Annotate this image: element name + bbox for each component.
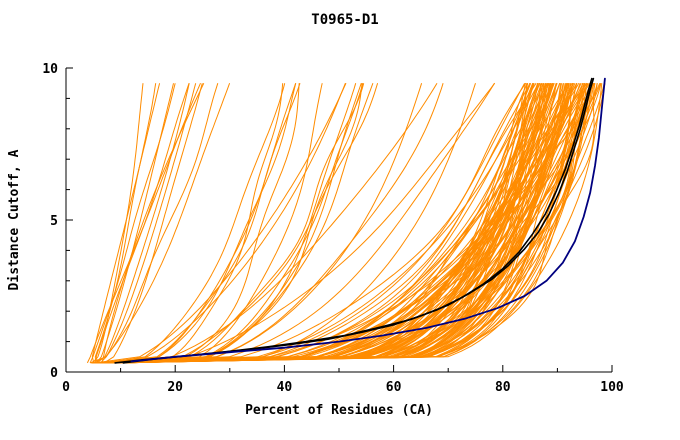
model-curve-good-models xyxy=(110,83,535,364)
model-curve-poor-models xyxy=(93,83,231,364)
model-curve-good-models xyxy=(110,83,534,364)
model-curve-good-models xyxy=(114,83,528,364)
model-curve-mid-models xyxy=(115,83,379,364)
model-curve-good-models xyxy=(100,82,526,364)
model-curve-mid-models xyxy=(110,83,297,364)
model-curve-mid-models xyxy=(97,83,357,364)
model-curve-good-models xyxy=(114,83,561,364)
model-curve-poor-models xyxy=(101,82,205,364)
model-curve-mid-models xyxy=(92,83,300,364)
model-curve-good-models xyxy=(99,83,532,364)
model-curve-poor-models xyxy=(94,83,157,363)
y-tick-label: 10 xyxy=(42,62,58,77)
model-curve-good-models xyxy=(116,83,598,364)
model-curve-mid-models xyxy=(113,83,297,364)
model-curve-good-models xyxy=(92,83,551,364)
model-curve-good-models xyxy=(106,83,605,364)
model-curve-good-models xyxy=(110,83,592,364)
model-curve-mid-models xyxy=(108,83,286,364)
x-axis-label: Percent of Residues (CA) xyxy=(245,403,433,418)
model-curve-good-models xyxy=(104,83,572,364)
model-curve-good-models xyxy=(103,83,594,364)
model-curve-poor-models xyxy=(103,83,203,364)
model-curve-good-models xyxy=(104,82,569,364)
x-tick-label: 100 xyxy=(600,380,624,395)
model-curve-good-models xyxy=(109,83,539,364)
model-curve-good-models xyxy=(107,82,539,364)
model-curve-good-models xyxy=(96,82,531,364)
model-curve-mid-models xyxy=(106,83,284,364)
y-tick-label: 5 xyxy=(50,214,58,229)
model-curve-mid-models xyxy=(99,83,301,364)
model-curve-good-models xyxy=(101,83,585,364)
model-curve-poor-models xyxy=(89,83,176,364)
model-curve-mid-models xyxy=(102,83,363,364)
y-tick-label: 0 xyxy=(50,366,58,381)
model-curve-good-models xyxy=(102,83,603,364)
best-model-curve xyxy=(130,77,606,363)
x-tick-label: 60 xyxy=(386,380,402,395)
model-curve-poor-models xyxy=(96,83,174,364)
model-curves xyxy=(86,77,606,364)
model-curve-good-models xyxy=(113,82,578,364)
model-curve-mid-models xyxy=(113,83,364,364)
model-curve-mid-models xyxy=(95,82,347,364)
model-curve-good-models xyxy=(111,82,596,364)
highlight-model-2-curve xyxy=(122,77,593,364)
axes: 0 20 40 60 80 100 0 5 10 xyxy=(42,62,624,395)
model-curve-mid-models xyxy=(103,83,362,364)
model-curve-good-models xyxy=(97,83,547,364)
model-curve-good-models xyxy=(118,83,545,364)
x-tick-label: 20 xyxy=(167,380,183,395)
model-curve-mid-models xyxy=(94,83,444,364)
model-curve-mid-models xyxy=(105,82,495,364)
model-curve-good-models xyxy=(113,83,543,364)
model-curve-good-models xyxy=(118,83,583,364)
model-curve-mid-models xyxy=(103,83,346,364)
model-curve-poor-models xyxy=(89,83,219,364)
x-tick-label: 80 xyxy=(495,380,511,395)
model-curve-poor-models xyxy=(92,83,144,364)
model-curve-good-models xyxy=(105,83,581,364)
model-curve-good-models xyxy=(91,82,527,364)
model-curve-good-models xyxy=(105,83,549,364)
model-curve-mid-models xyxy=(115,83,323,364)
model-curve-good-models xyxy=(107,83,549,364)
model-curve-good-models xyxy=(100,83,550,364)
x-tick-label: 0 xyxy=(62,380,70,395)
model-curve-mid-models xyxy=(110,82,496,364)
model-curve-good-models xyxy=(115,83,593,364)
model-curve-poor-models xyxy=(95,83,190,364)
model-curve-good-models xyxy=(93,83,551,364)
model-curve-poor-models xyxy=(96,83,190,364)
model-curve-poor-models xyxy=(91,83,161,364)
model-curve-mid-models xyxy=(100,83,476,364)
chart-title: T0965-D1 xyxy=(311,12,378,28)
model-curve-mid-models xyxy=(107,83,365,364)
x-tick-label: 40 xyxy=(277,380,293,395)
y-axis-label: Distance Cutoff, A xyxy=(7,149,22,290)
model-curve-poor-models xyxy=(100,83,197,364)
model-curve-good-models xyxy=(94,83,547,364)
